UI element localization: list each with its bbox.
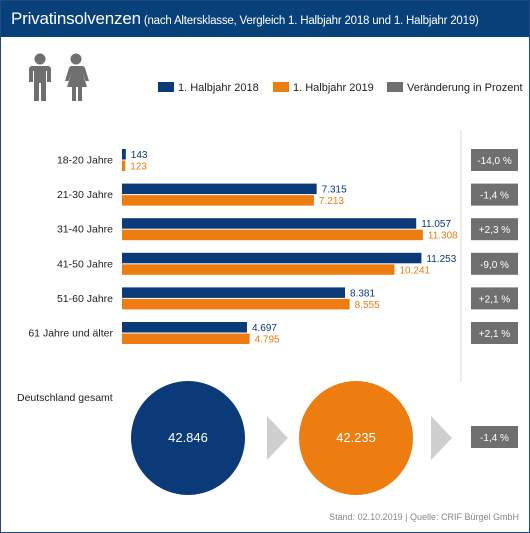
data-label-2018: 4.697 <box>252 323 277 334</box>
bar-2018 <box>122 322 247 333</box>
change-badge <box>471 322 518 344</box>
data-label-2018: 8.381 <box>350 288 375 299</box>
header-bar: Privatinsolvenzen (nach Altersklasse, Ve… <box>1 1 529 37</box>
change-badge <box>471 183 518 206</box>
bar-2018 <box>122 149 126 160</box>
change-badge <box>471 287 518 310</box>
legend-label-change: Veränderung in Prozent <box>407 82 523 94</box>
bar-2018 <box>122 287 346 298</box>
category-label: 21-30 Jahre <box>57 189 113 201</box>
change-label: +2,1 % <box>479 329 511 340</box>
legend-label-2019: 1. Halbjahr 2019 <box>293 82 374 94</box>
change-label: +2,3 % <box>479 225 511 236</box>
change-label: +2,1 % <box>479 294 511 305</box>
data-label-2018: 7.315 <box>322 185 347 196</box>
total-value-2018: 42.846 <box>168 430 208 445</box>
legend-swatch-2018 <box>158 82 174 92</box>
data-label-2019: 11.308 <box>428 231 458 242</box>
change-badge <box>471 149 518 171</box>
total-change-badge <box>471 426 518 448</box>
category-label: 18-20 Jahre <box>57 155 113 167</box>
category-label: 51-60 Jahre <box>57 293 113 305</box>
bar-2019 <box>122 333 250 344</box>
bar-2018 <box>122 218 417 229</box>
chevron-right-icon <box>267 416 288 460</box>
change-label: -9,0 % <box>480 260 509 271</box>
bar-2018 <box>122 252 422 264</box>
title-subtitle: (nach Altersklasse, Vergleich 1. Halbjah… <box>140 15 479 27</box>
total-change-label: -1,4 % <box>480 433 509 444</box>
data-label-2018: 143 <box>131 150 148 161</box>
change-label: -14,0 % <box>477 156 512 167</box>
bar-2019 <box>122 298 350 310</box>
data-label-2019: 10.241 <box>399 265 430 276</box>
data-label-2019: 8.555 <box>355 300 380 311</box>
bar-2019 <box>122 160 126 171</box>
title-main: Privatinsolvenzen <box>11 9 141 28</box>
data-label-2019: 7.213 <box>319 196 344 207</box>
category-label: 31-40 Jahre <box>57 224 113 236</box>
legend-item-2018: 1. Halbjahr 2018 <box>158 82 259 94</box>
total-circle-2018 <box>131 381 245 495</box>
female-person-icon <box>65 53 89 101</box>
change-badge <box>471 252 518 275</box>
legend-item-change: Veränderung in Prozent <box>387 82 523 94</box>
change-label: -1,4 % <box>480 191 509 202</box>
bar-2018 <box>122 183 317 195</box>
total-value-2019: 42.235 <box>336 430 376 445</box>
bar-2019 <box>122 229 423 241</box>
bar-2019 <box>122 195 314 206</box>
people-icons <box>29 53 89 101</box>
legend-item-2019: 1. Halbjahr 2019 <box>273 82 374 94</box>
category-label: 41-50 Jahre <box>57 258 113 270</box>
data-label-2019: 123 <box>130 162 147 173</box>
data-label-2018: 11.057 <box>421 219 451 230</box>
data-label-2019: 4.795 <box>255 335 280 346</box>
chevron-right-icon <box>431 416 452 460</box>
category-label: 61 Jahre und älter <box>28 328 113 340</box>
source-footer: Stand: 02.10.2019 | Quelle: CRIF Bürgel … <box>329 512 519 522</box>
total-circle-2019 <box>299 381 413 495</box>
male-person-icon <box>29 53 51 101</box>
legend-swatch-change <box>387 82 403 92</box>
legend-swatch-2019 <box>273 82 289 92</box>
data-label-2018: 11.253 <box>426 254 456 265</box>
change-badge <box>471 218 518 241</box>
bar-2019 <box>122 264 395 275</box>
legend-label-2018: 1. Halbjahr 2018 <box>178 82 259 94</box>
total-label: Deutschland gesamt <box>17 392 113 404</box>
chart-title: Privatinsolvenzen (nach Altersklasse, Ve… <box>11 9 479 29</box>
